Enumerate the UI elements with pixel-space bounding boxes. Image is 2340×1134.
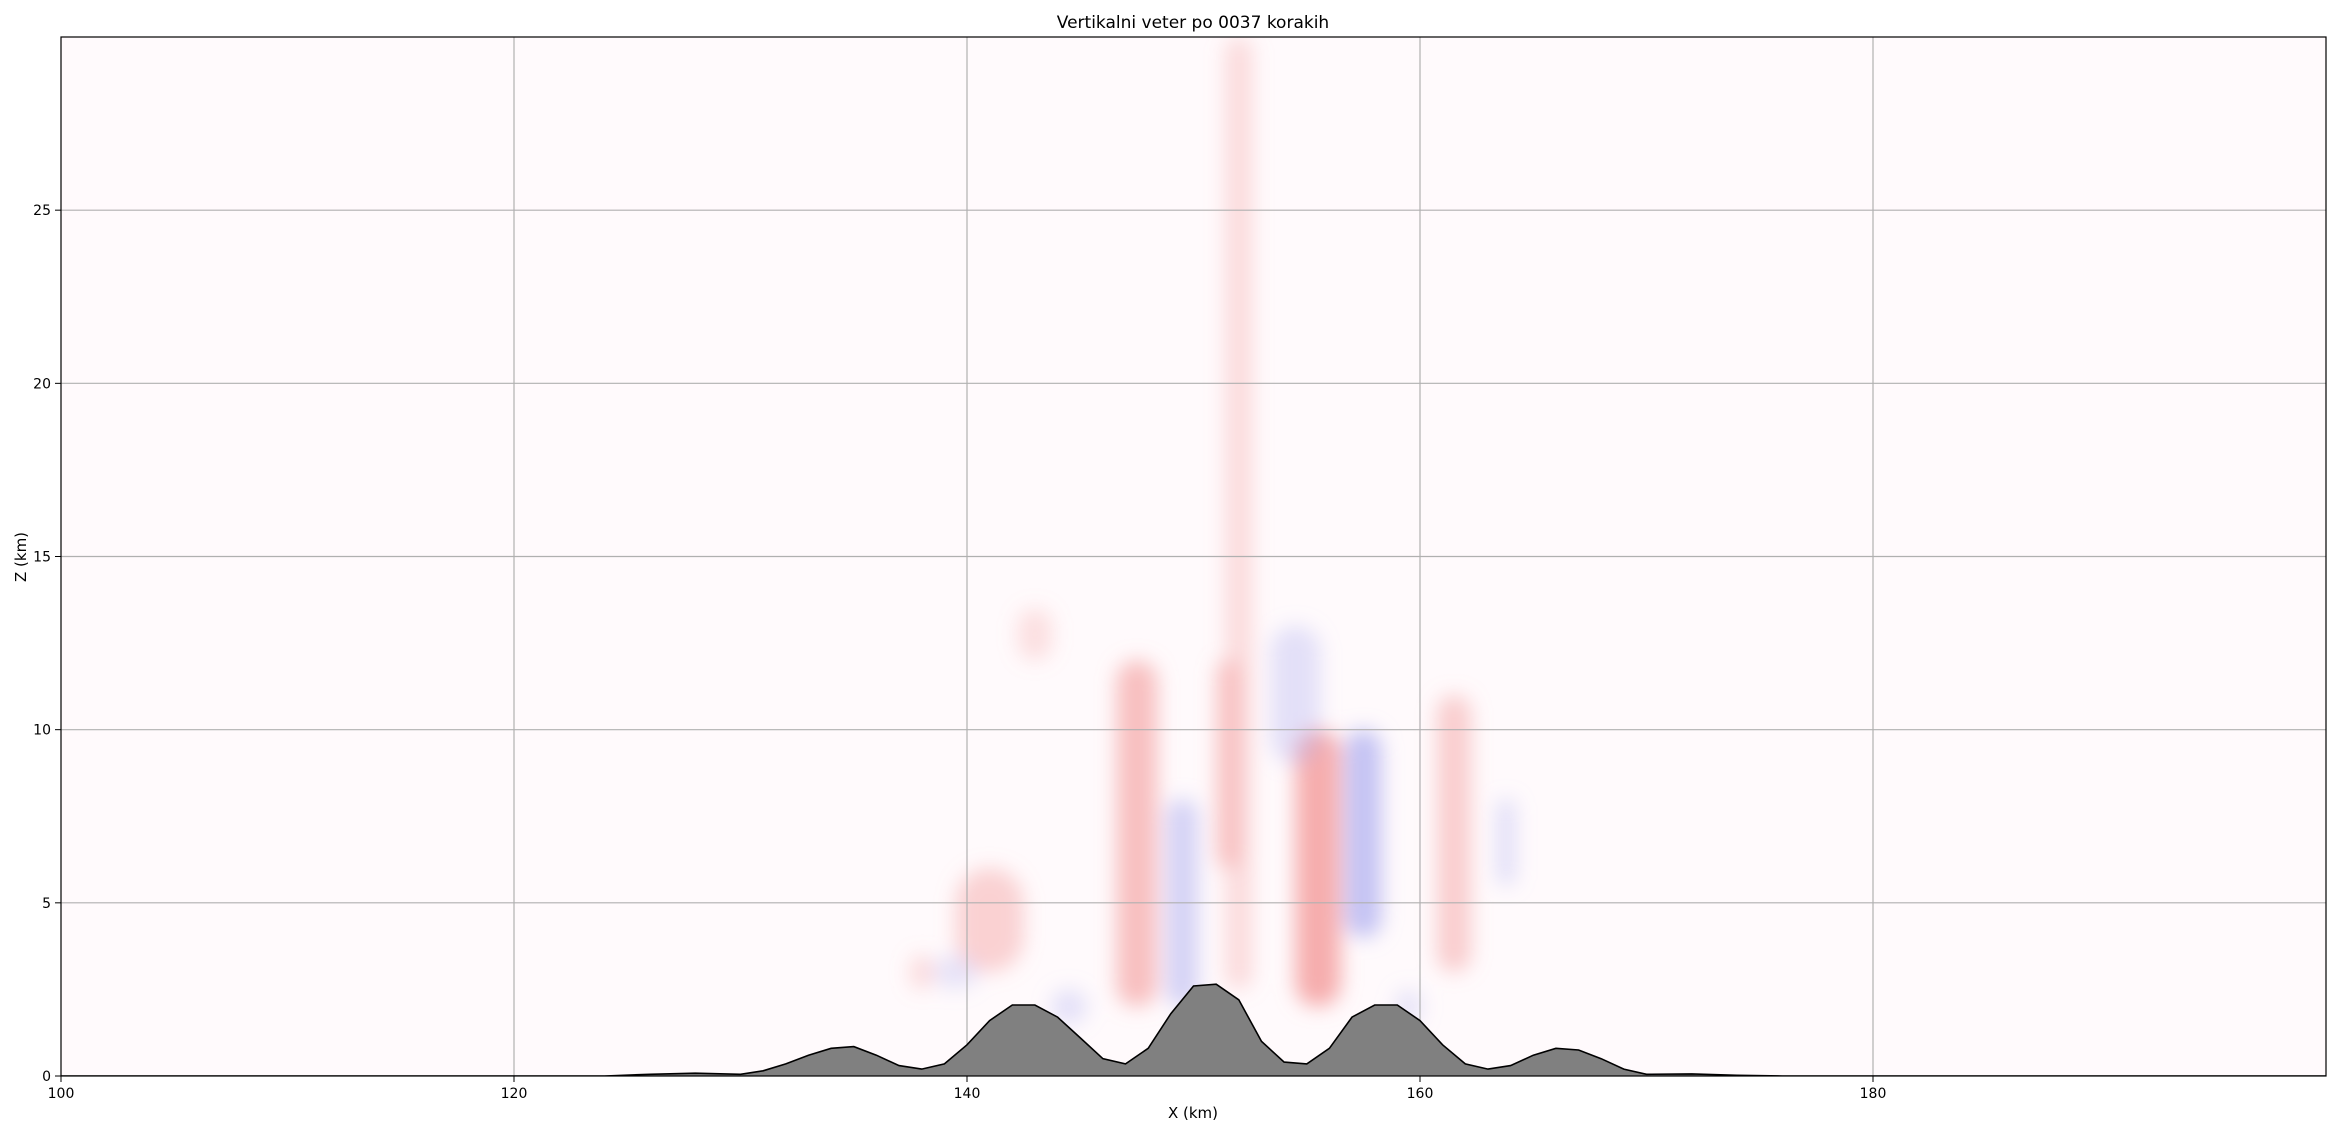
x-tick-label-140: 140 [954,1086,981,1102]
wind-negative-cell-10 [1270,625,1321,765]
chart-title: Vertikalni veter po 0037 korakih [1057,13,1329,33]
wind-positive-cell-3 [1116,660,1158,1007]
wind-negative-cell-11 [933,954,979,990]
wind-negative-cell-12 [1050,989,1088,1025]
y-tick-label-25: 25 [33,203,51,219]
axis-ticks: 100 120 140 160 180 0 5 10 15 20 25 [33,203,1886,1102]
wind-negative-cell-13 [1497,798,1516,886]
y-axis-label: Z (km) [12,532,30,582]
x-tick-label-120: 120 [501,1086,528,1102]
wind-positive-cell-1 [1216,660,1239,869]
y-tick-label-15: 15 [33,550,51,566]
wind-positive-cell-7 [910,954,934,990]
y-tick-label-20: 20 [33,376,51,392]
terrain-fill [61,984,2326,1076]
y-tick-label-5: 5 [42,896,51,912]
terrain-layer [61,983,2326,1076]
grid-lines [61,37,2326,1076]
y-tick-label-10: 10 [33,723,51,739]
wind-positive-cell-4 [955,868,1024,973]
wind-negative-cell-9 [1345,729,1382,938]
x-tick-label-180: 180 [1860,1086,1887,1102]
x-tick-label-160: 160 [1407,1086,1434,1102]
y-tick-label-0: 0 [42,1069,51,1085]
wind-positive-cell-5 [1017,608,1052,661]
x-tick-label-100: 100 [48,1086,75,1102]
wind-positive-cell-2 [1295,729,1341,1007]
wind-positive-cell-6 [1436,695,1471,973]
terrain-outline [61,983,2326,1076]
x-axis-label: X (km) [1168,1104,1218,1122]
